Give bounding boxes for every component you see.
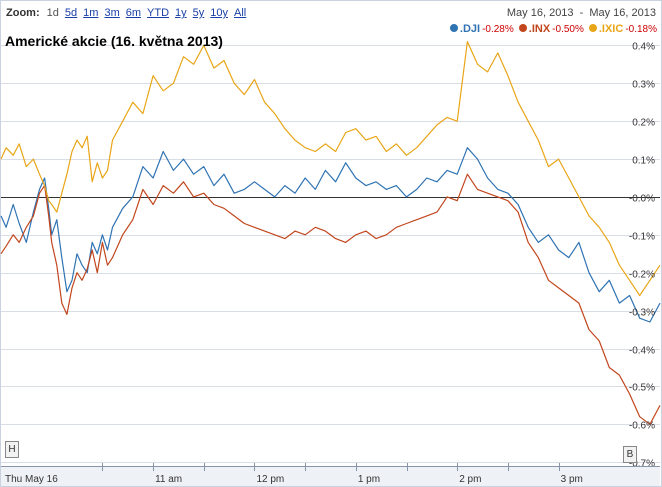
legend-series-change: -0.50% — [552, 24, 584, 35]
legend-dot-icon — [588, 24, 597, 32]
legend-entry-ixic[interactable]: .IXIC -0.18% — [588, 23, 657, 35]
x-tick-label: Thu May 16 — [5, 474, 58, 485]
y-tick-label: -0.7% — [629, 459, 655, 470]
x-tick-label: 3 pm — [561, 474, 583, 485]
zoom-option-all[interactable]: All — [234, 7, 247, 19]
zoom-option-1d[interactable]: 1d — [46, 7, 59, 19]
y-tick-label: -0.5% — [629, 383, 655, 394]
x-tick-label: 2 pm — [459, 474, 481, 485]
legend-series-name: .INX — [528, 23, 551, 35]
chart-title: Americké akcie (16. května 2013) — [5, 33, 223, 49]
y-tick-label: 0.2% — [632, 118, 655, 129]
y-tick-label: -0.4% — [629, 346, 655, 357]
zoom-option-1m[interactable]: 1m — [83, 7, 99, 19]
zoom-option-1y[interactable]: 1y — [175, 7, 187, 19]
legend-entry-dji[interactable]: .DJI -0.28% — [449, 23, 514, 35]
legend-series-name: .DJI — [459, 23, 481, 35]
scroll-handle-right[interactable]: B — [623, 446, 637, 463]
date-range-from[interactable]: May 16, 2013 — [506, 7, 574, 19]
legend-dot-icon — [449, 24, 458, 32]
y-tick-label: -0.0% — [629, 194, 655, 205]
y-tick-label: 0.3% — [632, 80, 655, 91]
x-tick-label: 12 pm — [256, 474, 284, 485]
legend: .DJI -0.28% .INX -0.50% .IXIC -0.18% — [445, 23, 657, 35]
y-tick-label: 0.4% — [632, 42, 655, 53]
date-range-separator: - — [579, 7, 584, 19]
legend-entry-inx[interactable]: .INX -0.50% — [518, 23, 584, 35]
x-axis-band — [1, 466, 660, 486]
zoom-option-5d[interactable]: 5d — [64, 7, 78, 19]
legend-series-change: -0.28% — [482, 24, 514, 35]
y-tick-label: -0.1% — [629, 232, 655, 243]
zoom-bar: Zoom: 1d 5d 1m 3m 6m YTD 1y 5y 10y All — [6, 7, 252, 19]
y-tick-label: -0.2% — [629, 270, 655, 281]
zoom-label: Zoom: — [6, 7, 40, 19]
date-range: May 16, 2013 - May 16, 2013 — [504, 7, 656, 19]
series-line-ixic[interactable] — [0, 41, 661, 297]
y-tick-label: 0.1% — [632, 156, 655, 167]
series-line-dji[interactable] — [0, 147, 661, 323]
series-line-inx[interactable] — [0, 173, 661, 425]
x-tick-label: 1 pm — [358, 474, 380, 485]
legend-series-change: -0.18% — [625, 24, 657, 35]
zoom-option-10y[interactable]: 10y — [210, 7, 229, 19]
zoom-option-5y[interactable]: 5y — [192, 7, 205, 19]
scroll-handle-left[interactable]: H — [5, 441, 19, 458]
zoom-option-3m[interactable]: 3m — [104, 7, 120, 19]
legend-dot-icon — [518, 24, 527, 32]
y-tick-label: -0.3% — [629, 308, 655, 319]
x-tick-label: 11 am — [155, 474, 182, 485]
date-range-to[interactable]: May 16, 2013 — [589, 7, 656, 19]
legend-series-name: .IXIC — [598, 23, 624, 35]
zoom-option-6m[interactable]: 6m — [125, 7, 142, 19]
zoom-option-ytd[interactable]: YTD — [147, 7, 170, 19]
y-tick-label: -0.6% — [629, 421, 655, 432]
